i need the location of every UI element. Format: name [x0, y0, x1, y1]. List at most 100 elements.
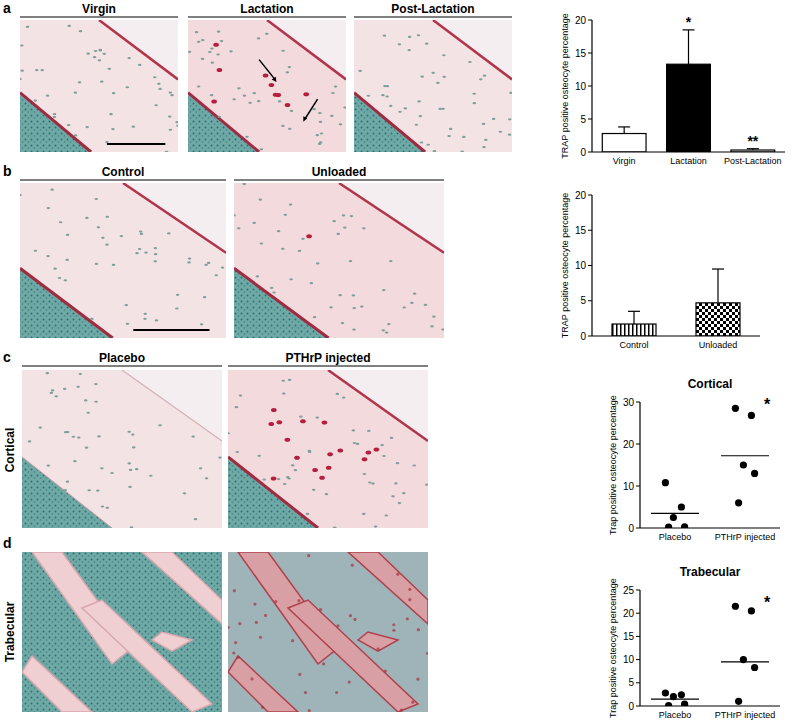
osteocyte — [301, 238, 305, 240]
osteocyte — [320, 132, 324, 134]
plot-area — [651, 603, 769, 706]
y-tick — [588, 53, 592, 54]
osteocyte — [367, 430, 371, 432]
trap-stain — [319, 608, 322, 611]
trap-stain — [234, 641, 237, 644]
significance: * — [686, 14, 692, 30]
panel-label: c — [3, 349, 11, 365]
osteocyte — [408, 36, 412, 38]
significance: ** — [747, 133, 758, 149]
y-tick-label: 10 — [623, 654, 635, 665]
caption-rule — [20, 180, 226, 181]
osteocyte — [20, 194, 22, 196]
osteocyte — [248, 102, 252, 104]
osteocyte — [385, 332, 389, 334]
osteocyte — [371, 482, 375, 484]
osteocyte — [94, 383, 98, 385]
osteocyte — [64, 431, 68, 433]
osteocyte — [316, 262, 320, 264]
marrow — [354, 93, 425, 152]
y-tick-label: 15 — [575, 48, 587, 59]
data-point — [665, 702, 672, 706]
osteocyte — [229, 50, 233, 52]
y-tick-label: 0 — [580, 147, 586, 158]
osteocyte — [315, 134, 319, 136]
osteocyte — [220, 40, 224, 42]
bone — [188, 20, 346, 152]
y-tick — [588, 230, 592, 231]
mean-line — [651, 513, 699, 514]
osteocyte — [235, 451, 239, 453]
osteocyte — [325, 493, 329, 495]
image-caption: Virgin — [82, 2, 116, 16]
trap-osteocyte — [312, 468, 318, 472]
trap-osteocyte — [300, 419, 306, 423]
osteocyte — [282, 392, 286, 394]
osteocyte — [499, 131, 503, 133]
osteocyte — [154, 247, 158, 249]
y-axis — [639, 402, 640, 528]
data-point — [735, 698, 742, 705]
trap-osteocyte — [322, 421, 328, 425]
osteocyte — [210, 94, 214, 96]
trap-stain — [261, 706, 264, 709]
osteocyte — [73, 460, 77, 462]
trabecula — [358, 632, 398, 651]
osteocyte — [40, 69, 44, 71]
osteocyte — [53, 113, 57, 115]
error-bar — [624, 127, 625, 134]
osteocyte — [158, 424, 162, 426]
osteocyte — [352, 294, 356, 296]
osteocyte — [313, 316, 317, 318]
micrograph — [228, 552, 428, 712]
image-caption: Control — [102, 165, 145, 179]
osteocyte — [100, 81, 104, 83]
osteocyte — [201, 39, 205, 41]
osteocyte — [265, 33, 269, 35]
osteocyte — [482, 123, 486, 125]
osteocyte — [132, 446, 136, 448]
osteocyte — [143, 313, 147, 315]
trap-stain — [426, 652, 428, 655]
osteocyte — [149, 475, 153, 477]
osteocyte — [95, 263, 99, 265]
osteocyte — [356, 443, 360, 445]
osteocyte — [140, 233, 144, 235]
y-tick — [636, 636, 640, 637]
trap-osteocyte — [319, 476, 325, 480]
osteocyte — [50, 189, 54, 191]
data-point — [681, 701, 688, 706]
y-tick — [636, 402, 640, 403]
osteocyte — [96, 489, 100, 491]
marrow — [22, 457, 112, 528]
osteocyte — [63, 489, 67, 491]
y-tick-label: 0 — [628, 701, 634, 712]
osteocyte — [155, 319, 159, 321]
error-bar — [633, 311, 634, 324]
x-tick-label: PTHrP injected — [715, 710, 775, 720]
outer-tissue — [433, 20, 512, 79]
arrow-head — [272, 77, 277, 82]
osteocyte — [50, 392, 54, 394]
osteocyte — [389, 260, 393, 262]
marrow — [234, 268, 329, 338]
row-label: Cortical — [3, 428, 17, 473]
trap-osteocyte — [337, 448, 343, 452]
bone — [20, 20, 178, 152]
data-point — [678, 503, 685, 510]
osteocyte — [394, 482, 398, 484]
osteocyte — [312, 108, 316, 110]
osteocyte — [211, 62, 215, 64]
osteocyte — [197, 41, 201, 43]
micrograph — [354, 20, 512, 152]
trap-stain — [307, 554, 310, 557]
osteocyte — [257, 455, 261, 457]
osteocyte — [329, 306, 333, 308]
periosteum — [122, 370, 222, 441]
osteocyte — [390, 437, 394, 439]
outer-tissue — [339, 183, 444, 253]
osteocyte — [153, 260, 157, 262]
osteocyte — [272, 291, 276, 293]
osteocyte — [188, 258, 192, 260]
osteocyte — [472, 93, 476, 95]
